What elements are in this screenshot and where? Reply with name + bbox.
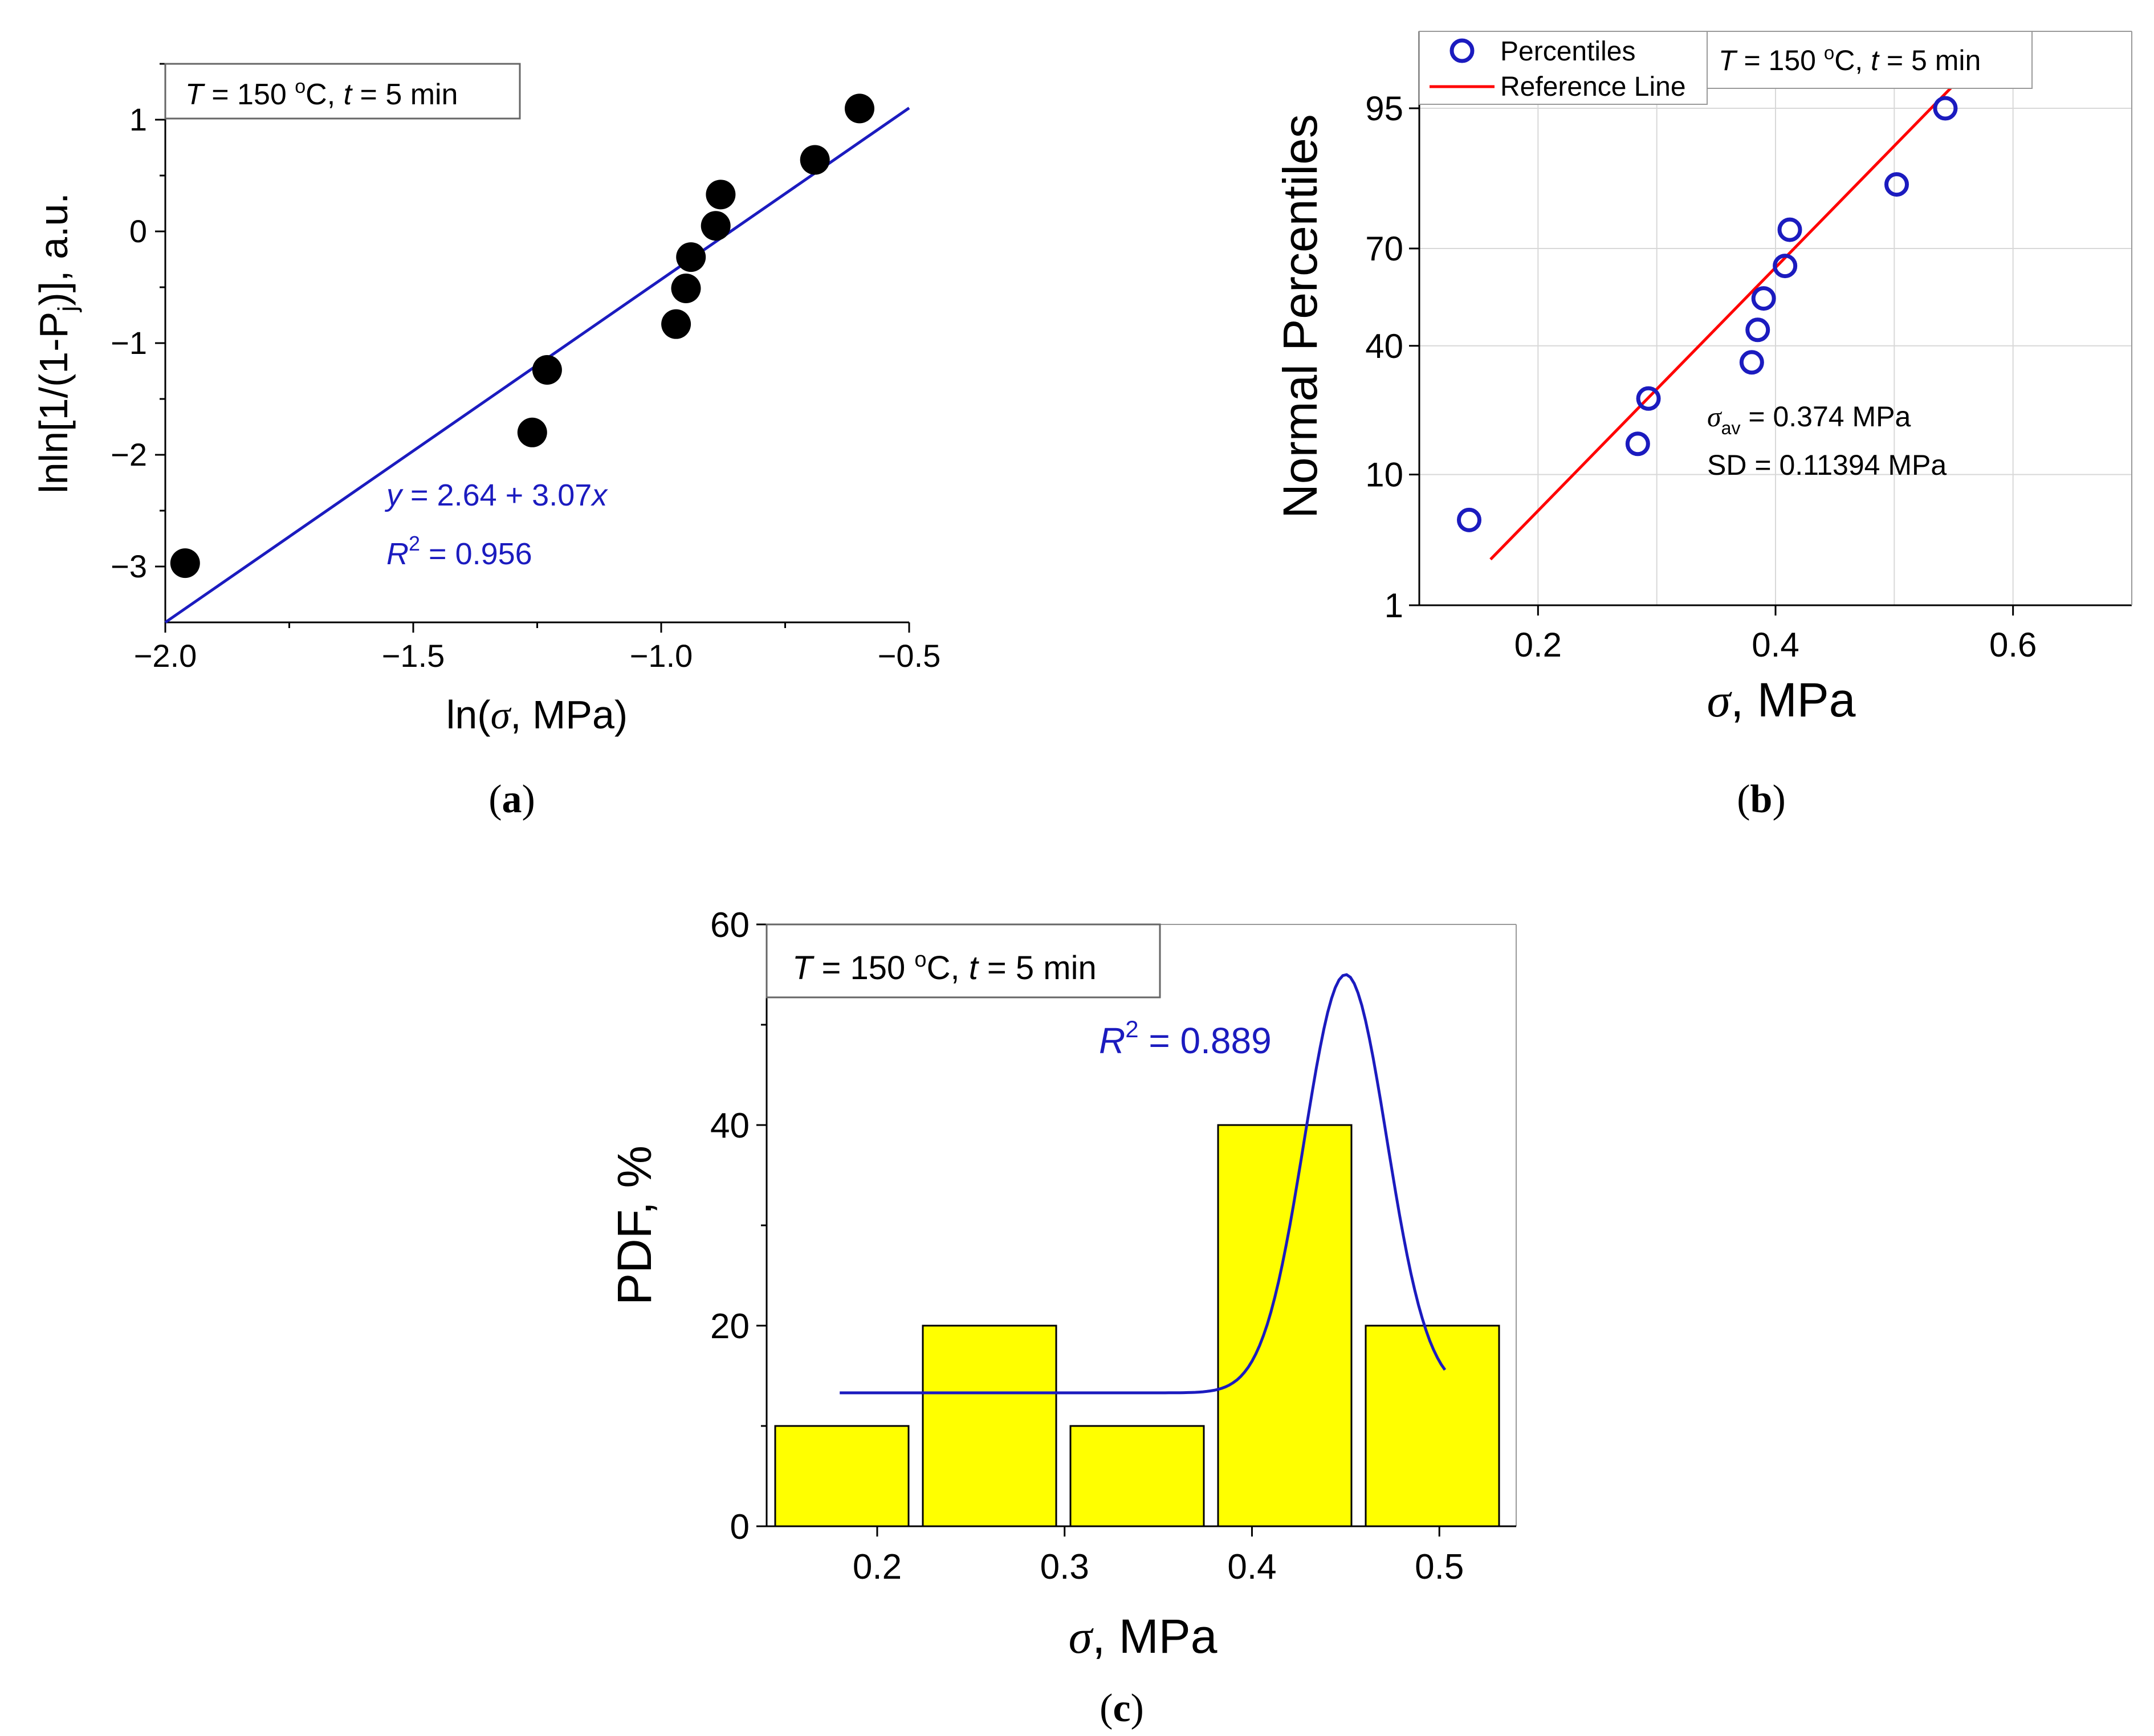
panel-b-x-axis-label: σ, MPa <box>1707 673 1856 727</box>
panel-b-condition-text: T = 150 oC, t = 5 min <box>1719 42 1981 76</box>
panel-c-caption: (c) <box>1100 1686 1144 1730</box>
panel-a-data-point <box>532 355 562 385</box>
panel-b-ticks: 0.2 0.4 0.6 1 10 40 70 95 <box>1365 89 2037 664</box>
panel-b-y-tick-label: 1 <box>1385 586 1403 625</box>
panel-a-y-tick-label: 1 <box>129 101 147 137</box>
panel-b-y-tick-label: 95 <box>1365 89 1403 128</box>
panel-a-data-point <box>671 273 701 303</box>
panel-b: 0.2 0.4 0.6 1 10 40 70 95 Percentiles Reference… <box>1273 31 2132 821</box>
panel-c-r-squared: R2 = 0.889 <box>1099 1016 1272 1061</box>
panel-a-y-tick-label: −3 <box>111 548 147 584</box>
panel-a-plot-area <box>164 64 909 624</box>
panel-a-y-axis-label: lnln[1/(1-Pj)], a.u. <box>31 193 82 494</box>
panel-c-histogram-bar <box>1365 1325 1500 1527</box>
panel-b-percentile-point <box>1751 286 1776 311</box>
panel-a-data-point <box>701 211 731 241</box>
panel-b-sd-annotation: SD = 0.11394 MPa <box>1707 449 1947 481</box>
panel-c-x-tick-label: 0.5 <box>1415 1547 1464 1587</box>
panel-b-y-tick-label: 40 <box>1365 327 1403 365</box>
panel-b-percentile-point <box>1933 96 1958 121</box>
panel-a-data-point <box>661 309 691 339</box>
panel-b-percentile-point <box>1457 507 1481 532</box>
panel-a-condition-box <box>164 63 521 120</box>
panel-a-caption: (a) <box>488 777 535 821</box>
panel-b-percentile-point <box>1745 317 1770 343</box>
panel-a-data-point <box>845 93 874 124</box>
panel-b-percentile-point <box>1773 254 1798 279</box>
panel-c-y-tick-label: 40 <box>710 1106 750 1146</box>
panel-a-data-point <box>170 548 200 578</box>
panel-b-y-tick-label: 10 <box>1365 456 1403 494</box>
panel-a-r-squared: R2 = 0.956 <box>386 532 532 571</box>
panel-a-y-tick-label: 0 <box>129 213 147 249</box>
panel-c-y-tick-label: 20 <box>710 1307 750 1346</box>
panel-b-mean-annotation: σav = 0.374 MPa <box>1707 401 1911 438</box>
panel-a-data-point <box>800 145 830 175</box>
panel-a-x-axis-label: ln(σ, MPa) <box>446 692 628 737</box>
panel-b-percentile-point <box>1777 217 1802 242</box>
panel-a-x-tick-label: −1.5 <box>382 638 445 674</box>
panel-b-y-tick-label: 70 <box>1365 230 1403 268</box>
panel-b-condition-box <box>1707 31 2033 89</box>
panel-c-condition-text: T = 150 oC, t = 5 min <box>792 948 1097 987</box>
panel-b-percentile-point <box>1636 386 1661 411</box>
panel-b-x-tick-label: 0.4 <box>1752 626 1799 664</box>
panel-c-x-axis-label: σ, MPa <box>1069 1609 1218 1664</box>
panel-a-condition-text: T = 150 oC, t = 5 min <box>185 76 458 111</box>
panel-c-x-tick-label: 0.2 <box>853 1547 902 1587</box>
panel-c-fit-curve-group <box>840 973 1447 1395</box>
panel-b-points <box>1457 96 1958 532</box>
panel-a-x-tick-label: −2.0 <box>134 638 197 674</box>
panel-b-x-tick-label: 0.6 <box>1989 626 2037 664</box>
panel-b-percentile-point <box>1625 431 1650 457</box>
panel-a-data-point <box>676 242 706 272</box>
legend-percentiles-marker-icon <box>1449 38 1475 63</box>
panel-a-data-point <box>517 417 547 447</box>
panel-a-x-tick-label: −0.5 <box>878 638 941 674</box>
panel-c-y-axis-label: PDF, % <box>608 1146 661 1305</box>
panel-c-histogram-bar <box>774 1425 910 1527</box>
panel-c-histogram-bar <box>922 1325 1057 1527</box>
panel-b-y-axis-label: Normal Percentiles <box>1273 114 1327 519</box>
panel-c-histogram-bar <box>1069 1425 1205 1527</box>
legend-reference-line-label: Reference Line <box>1500 72 1686 102</box>
panel-a-y-tick-label: −1 <box>111 325 147 361</box>
panel-c-bars <box>774 1124 1500 1527</box>
panel-a-ticks: −2.0 −1.5 −1.0 −0.5 −3 −2 −1 0 1 <box>111 63 941 674</box>
panel-b-percentile-point <box>1739 350 1764 375</box>
panel-c-x-tick-label: 0.4 <box>1227 1547 1276 1587</box>
panel-b-x-tick-label: 0.2 <box>1514 626 1562 664</box>
panel-c-fit-curve <box>840 973 1447 1395</box>
panel-c-condition-box <box>765 923 1161 999</box>
panel-a-y-tick-label: −2 <box>111 437 147 472</box>
panel-b-caption: (b) <box>1737 777 1786 821</box>
panel-b-reference-line-group <box>1489 41 1997 561</box>
panel-a-equation: y = 2.64 + 3.07x <box>384 478 608 512</box>
panel-a: −2.0 −1.5 −1.0 −0.5 −3 −2 −1 0 1 T = 150 oC, t =… <box>31 63 941 821</box>
panel-b-grid <box>1419 31 2132 606</box>
panel-c-histogram-bar <box>1217 1124 1353 1527</box>
panel-a-data-point <box>706 180 736 210</box>
panel-c-x-tick-label: 0.3 <box>1040 1547 1089 1587</box>
panel-b-reference-line <box>1489 41 1997 561</box>
panel-a-x-tick-label: −1.0 <box>630 638 693 674</box>
panel-c-ticks: 0.2 0.3 0.4 0.5 0 20 40 60 <box>710 906 1464 1587</box>
panel-b-percentile-point <box>1884 172 1909 197</box>
panel-c-y-tick-label: 60 <box>710 906 750 945</box>
panel-c: 0.2 0.3 0.4 0.5 0 20 40 60 T = 150 oC, t = 5 mi… <box>608 906 1517 1730</box>
panel-a-points <box>170 93 874 578</box>
legend-percentiles-label: Percentiles <box>1500 36 1635 67</box>
panel-c-y-tick-label: 0 <box>730 1507 750 1547</box>
